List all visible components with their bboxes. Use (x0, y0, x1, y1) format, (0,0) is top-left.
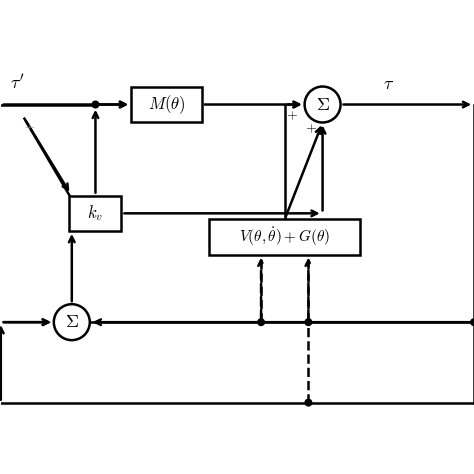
FancyBboxPatch shape (209, 219, 360, 255)
Text: $-$: $-$ (91, 312, 104, 328)
Text: $-$: $-$ (39, 312, 52, 328)
Circle shape (92, 101, 99, 108)
FancyBboxPatch shape (131, 87, 202, 122)
Text: $\Sigma$: $\Sigma$ (65, 313, 79, 331)
Text: $V(\theta,\dot{\theta})+G(\theta)$: $V(\theta,\dot{\theta})+G(\theta)$ (239, 226, 330, 248)
Text: $+$: $+$ (305, 121, 317, 135)
Text: $\tau$: $\tau$ (383, 75, 394, 93)
Circle shape (258, 319, 264, 326)
Circle shape (471, 319, 474, 326)
Text: $+$: $+$ (24, 122, 35, 135)
Text: $M(\theta)$: $M(\theta)$ (148, 93, 185, 116)
Text: $\Sigma$: $\Sigma$ (316, 95, 329, 113)
FancyBboxPatch shape (69, 196, 121, 231)
Circle shape (305, 399, 312, 406)
Text: $k_v$: $k_v$ (87, 203, 103, 223)
Circle shape (305, 319, 312, 326)
Text: $\tau'$: $\tau'$ (10, 74, 25, 93)
Text: $+$: $+$ (286, 108, 298, 122)
